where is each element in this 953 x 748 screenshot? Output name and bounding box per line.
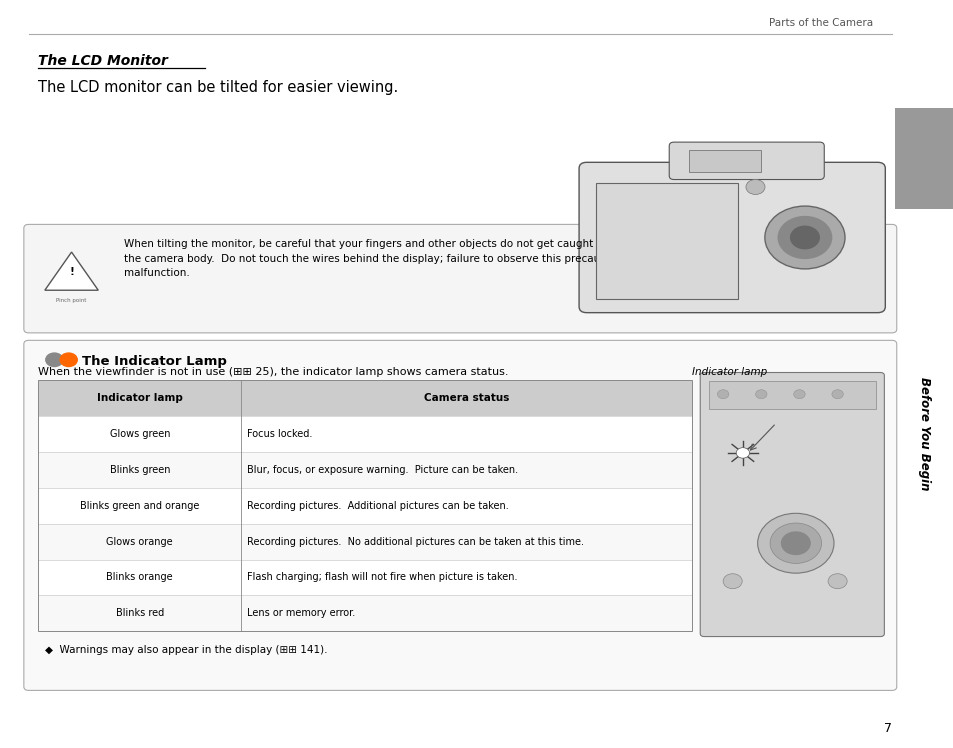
Text: Recording pictures.  Additional pictures can be taken.: Recording pictures. Additional pictures …: [247, 500, 508, 511]
Polygon shape: [45, 252, 98, 290]
Text: Indicator lamp: Indicator lamp: [691, 367, 766, 376]
Text: Flash charging; flash will not fire when picture is taken.: Flash charging; flash will not fire when…: [247, 572, 517, 583]
FancyBboxPatch shape: [668, 142, 823, 180]
Text: Blinks red: Blinks red: [115, 608, 164, 619]
Bar: [38, 452, 691, 488]
Bar: [38, 524, 691, 560]
Circle shape: [781, 532, 809, 554]
Bar: [708, 381, 875, 409]
Text: The Indicator Lamp: The Indicator Lamp: [82, 355, 227, 367]
Text: Blur, focus, or exposure warning.  Picture can be taken.: Blur, focus, or exposure warning. Pictur…: [247, 465, 517, 475]
Text: Pinch point: Pinch point: [56, 298, 87, 303]
Bar: [38, 416, 691, 452]
Bar: [38, 560, 691, 595]
Text: When the viewfinder is not in use (⊞⊞ 25), the indicator lamp shows camera statu: When the viewfinder is not in use (⊞⊞ 25…: [38, 367, 508, 376]
Text: Recording pictures.  No additional pictures can be taken at this time.: Recording pictures. No additional pictur…: [247, 536, 583, 547]
Text: The LCD monitor can be tilted for easier viewing.: The LCD monitor can be tilted for easier…: [38, 80, 398, 95]
Text: The LCD Monitor: The LCD Monitor: [38, 54, 168, 68]
Bar: [688, 150, 760, 172]
Text: Focus locked.: Focus locked.: [247, 429, 313, 439]
Polygon shape: [596, 183, 738, 299]
Text: Glows green: Glows green: [110, 429, 170, 439]
Bar: [38, 380, 691, 416]
Circle shape: [757, 513, 833, 573]
Circle shape: [722, 574, 741, 589]
Circle shape: [831, 390, 842, 399]
Circle shape: [717, 390, 728, 399]
Circle shape: [790, 226, 819, 249]
Text: !: !: [69, 266, 74, 277]
Text: ◆  Warnings may also appear in the display (⊞⊞ 141).: ◆ Warnings may also appear in the displa…: [45, 645, 327, 654]
Bar: [894, 108, 953, 209]
Text: Blinks orange: Blinks orange: [107, 572, 172, 583]
Circle shape: [736, 447, 749, 458]
Circle shape: [769, 523, 821, 563]
Text: Lens or memory error.: Lens or memory error.: [247, 608, 355, 619]
Bar: [38, 595, 691, 631]
Circle shape: [764, 206, 844, 269]
Text: Blinks green: Blinks green: [110, 465, 170, 475]
Circle shape: [793, 390, 804, 399]
Text: Camera status: Camera status: [423, 393, 509, 403]
Circle shape: [755, 390, 766, 399]
FancyBboxPatch shape: [24, 340, 896, 690]
Text: Parts of the Camera: Parts of the Camera: [768, 18, 872, 28]
FancyBboxPatch shape: [578, 162, 884, 313]
Text: Indicator lamp: Indicator lamp: [96, 393, 183, 403]
Circle shape: [745, 180, 764, 194]
Circle shape: [778, 217, 831, 259]
Circle shape: [60, 353, 77, 367]
FancyBboxPatch shape: [24, 224, 896, 333]
Text: Glows orange: Glows orange: [107, 536, 172, 547]
Text: Before You Begin: Before You Begin: [917, 377, 930, 491]
Bar: [38, 488, 691, 524]
Text: Blinks green and orange: Blinks green and orange: [80, 500, 199, 511]
Circle shape: [827, 574, 846, 589]
Circle shape: [46, 353, 63, 367]
Text: 7: 7: [883, 722, 891, 735]
Text: When tilting the monitor, be careful that your fingers and other objects do not : When tilting the monitor, be careful tha…: [124, 239, 728, 278]
Bar: [38, 380, 691, 631]
FancyBboxPatch shape: [700, 373, 883, 637]
